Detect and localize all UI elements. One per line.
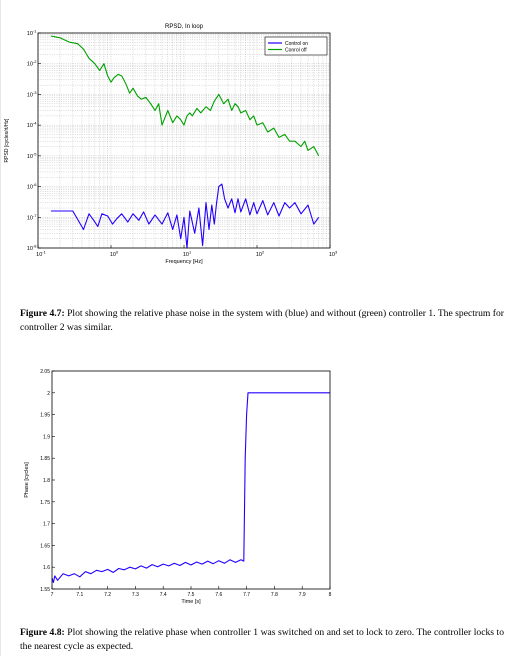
x-tick-label: 7.5 bbox=[188, 592, 195, 598]
series-line bbox=[50, 35, 320, 157]
y-tick-label: 1.55 bbox=[40, 587, 50, 593]
figure-4-7: 10-1 100 101 102 103 10-8 10-7 10-6 10-5 10-4 10-3… bbox=[0, 14, 522, 279]
y-tick-label: 1.95 bbox=[40, 413, 50, 419]
y-tick-label: 2 bbox=[47, 391, 50, 397]
y-tick-label: 10-4 bbox=[27, 121, 37, 129]
y-tick-label: 1.7 bbox=[43, 522, 50, 528]
y-tick-label: 1.75 bbox=[40, 500, 50, 506]
caption-text: Plot showing the relative phase noise in… bbox=[20, 308, 504, 333]
y-tick-label: 10-3 bbox=[27, 90, 37, 99]
series-line bbox=[50, 183, 320, 249]
y-tick-label: 10-2 bbox=[27, 59, 37, 68]
figure-4-7-caption: Figure 4.7: Plot showing the relative ph… bbox=[20, 307, 504, 335]
caption-text: Plot showing the relative phase when con… bbox=[20, 627, 505, 652]
legend-label: Control on bbox=[285, 41, 308, 47]
y-tick-label: 10-7 bbox=[27, 213, 37, 222]
legend-label: Conrol off bbox=[285, 47, 307, 53]
x-axis-label: Frequency [Hz] bbox=[165, 259, 203, 265]
figure-4-8-caption: Figure 4.8: Plot showing the relative ph… bbox=[20, 626, 504, 654]
figure-4-8: 7 7.1 7.2 7.3 7.4 7.5 7.6 7.7 7.8 7.9 8 1.55 1.6 1.65… bbox=[0, 364, 522, 621]
y-tick-label: 1.9 bbox=[43, 434, 50, 440]
y-tick-label: 10-1 bbox=[27, 29, 37, 38]
y-tick-label: 1.6 bbox=[43, 565, 50, 571]
x-tick-label: 7.7 bbox=[243, 592, 250, 598]
legend-box bbox=[264, 36, 328, 56]
x-axis-label: Time [s] bbox=[181, 599, 201, 605]
x-tick-label: 8 bbox=[329, 592, 332, 598]
caption-label: Figure 4.8: bbox=[20, 627, 65, 638]
y-tick-label: 10-5 bbox=[27, 151, 37, 160]
y-tick-label: 2.05 bbox=[40, 369, 50, 375]
x-tick-label: 7 bbox=[51, 592, 54, 598]
x-tick-label: 7.1 bbox=[76, 592, 83, 598]
y-tick-label: 10-8 bbox=[27, 244, 37, 253]
plot-area bbox=[38, 33, 330, 248]
x-tick-label: 7.9 bbox=[299, 592, 306, 598]
series-line bbox=[51, 392, 330, 584]
x-tick-label: 7.2 bbox=[104, 592, 111, 598]
y-tick-label: 1.85 bbox=[40, 456, 50, 462]
y-tick-label: 10-6 bbox=[27, 182, 37, 191]
x-tick-label: 101 bbox=[183, 250, 192, 259]
y-axis-label: Phase [cycles] bbox=[24, 462, 30, 498]
y-tick-label: 1.65 bbox=[40, 543, 50, 549]
phase-chart: 7 7.1 7.2 7.3 7.4 7.5 7.6 7.7 7.8 7.9 8 1.55 1.6 1.65… bbox=[24, 369, 332, 605]
x-tick-label: 7.4 bbox=[160, 592, 167, 598]
x-tick-label: 7.3 bbox=[132, 592, 139, 598]
x-tick-label: 7.6 bbox=[215, 592, 222, 598]
page-edge bbox=[0, 0, 1, 656]
x-tick-label: 7.8 bbox=[271, 592, 278, 598]
x-tick-label: 103 bbox=[329, 250, 338, 259]
x-tick-label: 102 bbox=[256, 250, 265, 259]
plot-area bbox=[52, 371, 330, 589]
caption-label: Figure 4.7: bbox=[20, 308, 65, 319]
y-tick-label: 1.8 bbox=[43, 478, 50, 484]
y-axis-label: RPSD [cycles/rt/Hz] bbox=[4, 118, 10, 163]
x-tick-label: 100 bbox=[110, 250, 119, 259]
rpsd-chart: 10-1 100 101 102 103 10-8 10-7 10-6 10-5 10-4 10-3… bbox=[4, 24, 338, 265]
chart-title: RPSD, In loop bbox=[165, 24, 204, 30]
x-tick-label: 10-1 bbox=[36, 250, 46, 259]
